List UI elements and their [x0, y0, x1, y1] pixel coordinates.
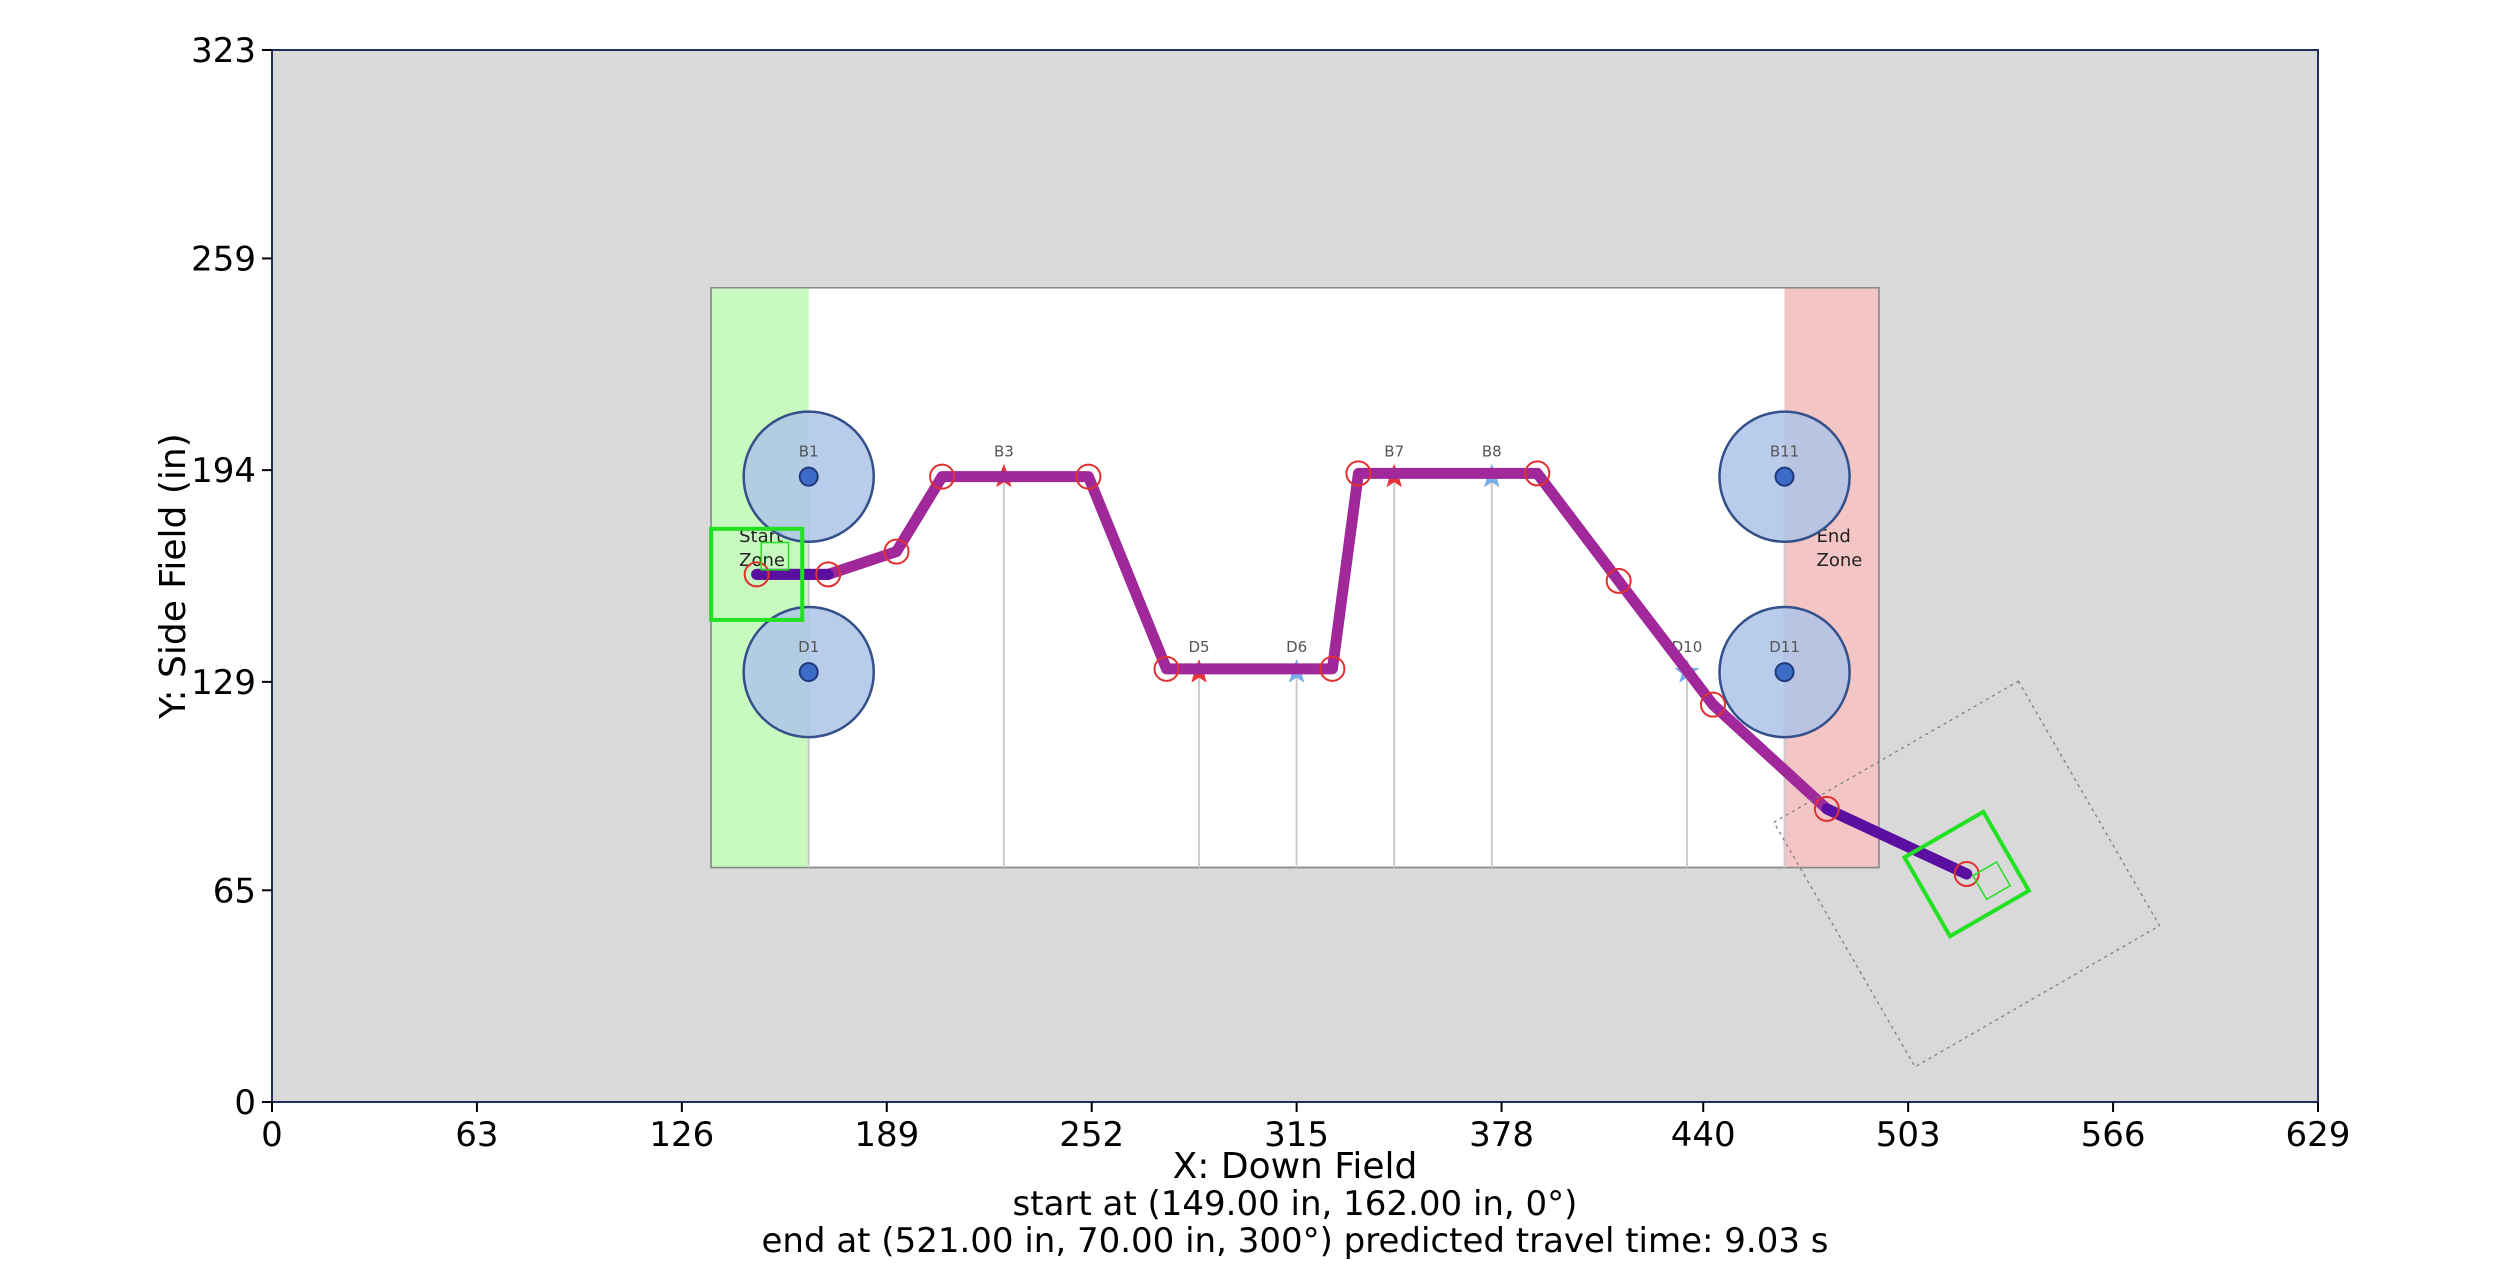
waypoint-marker: [815, 561, 842, 588]
field-area: [710, 287, 1880, 869]
x-tick-label: 252: [1059, 1115, 1124, 1155]
robot-end-heading-box: [1971, 860, 2012, 901]
x-tick-label: 63: [455, 1115, 498, 1155]
waypoint-marker: [1605, 567, 1632, 594]
marker-label: B8: [1482, 443, 1502, 461]
y-tick-label: 129: [191, 663, 256, 703]
robot-end-envelope: [1773, 680, 2161, 1068]
obstacle-label: B1: [799, 443, 819, 461]
waypoint-marker: [1699, 691, 1726, 718]
marker-label: D5: [1188, 638, 1209, 656]
marker-label: B7: [1384, 443, 1404, 461]
x-tick-label: 0: [261, 1115, 283, 1155]
waypoint-marker: [1345, 460, 1372, 487]
caption-end: end at (521.00 in, 70.00 in, 300°) predi…: [761, 1221, 1828, 1261]
waypoint-marker: [1524, 460, 1551, 487]
obstacle-label: D1: [798, 638, 819, 656]
path-line: [751, 467, 1973, 880]
obstacle-center-b11: [1774, 466, 1795, 487]
plot-frame: [271, 49, 2319, 1103]
x-tick-label: 315: [1264, 1115, 1329, 1155]
y-tick-label: 194: [191, 451, 256, 491]
waypoint-marker: [1319, 655, 1346, 682]
caption-start: start at (149.00 in, 162.00 in, 0°): [1013, 1184, 1578, 1224]
obstacle-label: D11: [1769, 638, 1800, 656]
end-zone-label: End: [1817, 526, 1851, 547]
x-tick-label: 503: [1876, 1115, 1941, 1155]
marker-label: B3: [994, 443, 1014, 461]
waypoint-marker: [929, 463, 956, 490]
y-tick-label: 259: [191, 239, 256, 279]
x-tick-label: 126: [649, 1115, 714, 1155]
y-tick-label: 65: [213, 871, 256, 911]
x-tick-label: 378: [1469, 1115, 1534, 1155]
obstacle-center-d1: [798, 662, 819, 683]
end-zone-label: Zone: [1817, 550, 1863, 571]
marker-label: D6: [1286, 638, 1307, 656]
obstacle-center-b1: [798, 466, 819, 487]
waypoint-marker: [1153, 655, 1180, 682]
waypoint-marker: [1953, 861, 1980, 888]
x-tick-label: 189: [854, 1115, 919, 1155]
path-end-segment: [1821, 803, 1973, 880]
y-tick-label: 323: [191, 31, 256, 71]
obstacle-label: B11: [1770, 443, 1799, 461]
obstacle-center-d11: [1774, 662, 1795, 683]
waypoint-marker: [1813, 795, 1840, 822]
x-tick-label: 566: [2081, 1115, 2146, 1155]
robot-start-body: [709, 526, 805, 622]
x-axis-label: X: Down Field: [1173, 1146, 1418, 1187]
end-zone: [1784, 287, 1879, 868]
x-tick-label: 629: [2286, 1115, 2351, 1155]
waypoint-marker: [883, 538, 910, 565]
robot-end: [1773, 680, 2161, 1068]
y-axis-label: Y: Side Field (in): [153, 433, 194, 720]
y-tick-label: 0: [234, 1083, 256, 1123]
axis-layer: 0 63 126 189 252 315 378 440 503 566 629 0 65 129 194 2…: [191, 31, 2350, 1155]
robot-end-body: [1901, 809, 2032, 939]
start-zone-label: Zone: [739, 550, 785, 571]
robot-start: [709, 526, 805, 622]
x-tick-label: 440: [1671, 1115, 1736, 1155]
robot-start-heading-box: [760, 541, 790, 571]
waypoint-marker: [1075, 463, 1102, 490]
waypoint-marker: [743, 561, 770, 588]
